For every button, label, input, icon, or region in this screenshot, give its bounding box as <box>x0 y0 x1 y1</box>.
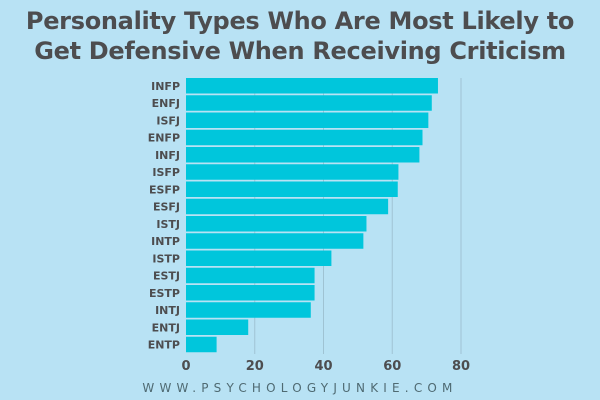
category-label: ENTP <box>148 339 180 352</box>
bar-infp <box>186 78 438 94</box>
bar-intp <box>186 233 364 249</box>
category-label: ESTP <box>149 287 180 300</box>
bar-istj <box>186 216 367 232</box>
bar-entj <box>186 319 249 335</box>
bar-estp <box>186 285 315 301</box>
bar-isfp <box>186 164 399 180</box>
category-label: ISFP <box>152 166 180 179</box>
website-footer: WWW.PSYCHOLOGYJUNKIE.COM <box>142 381 458 395</box>
category-label: ENFJ <box>152 97 180 110</box>
x-tick-label: 20 <box>246 359 264 374</box>
bar-infj <box>186 147 420 163</box>
bar-isfj <box>186 112 429 128</box>
category-label: ENTJ <box>152 321 180 334</box>
bar-esfp <box>186 181 398 197</box>
category-label: ESFP <box>149 183 180 196</box>
category-label: ESFJ <box>153 201 180 214</box>
bar-enfj <box>186 95 432 111</box>
category-label: ISFJ <box>156 114 180 127</box>
bar-istp <box>186 250 332 266</box>
category-label: INTP <box>151 235 180 248</box>
bar-intj <box>186 302 311 318</box>
chart-title: Personality Types Who Are Most Likely to… <box>25 7 575 65</box>
x-tick-label: 0 <box>181 359 190 374</box>
x-tick-label: 40 <box>314 359 332 374</box>
x-tick-label: 60 <box>383 359 401 374</box>
category-label: ISTP <box>152 252 180 265</box>
category-label: INTJ <box>155 304 180 317</box>
category-label: ESTJ <box>153 270 180 283</box>
bar-estj <box>186 267 315 284</box>
category-label: ISTJ <box>156 218 180 231</box>
category-label: INFP <box>151 80 180 93</box>
bar-entp <box>186 336 217 353</box>
bar-esfj <box>186 198 389 215</box>
x-tick-label: 80 <box>452 359 470 374</box>
category-label: ENFP <box>148 132 180 145</box>
bar-enfp <box>186 129 423 146</box>
category-label: INFJ <box>155 149 180 162</box>
